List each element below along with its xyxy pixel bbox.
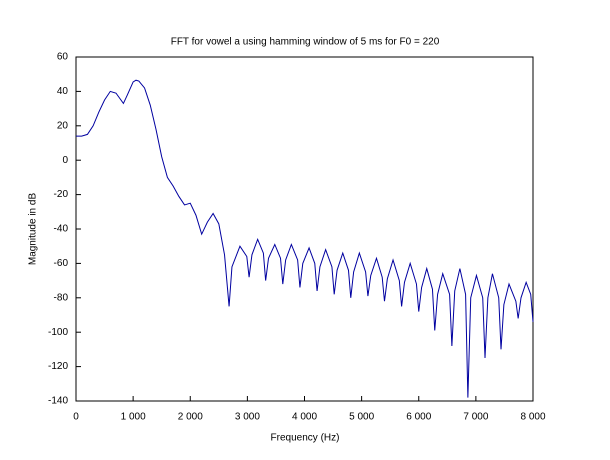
x-tick-label: 6 000 [406, 412, 431, 423]
y-tick-label: -100 [48, 327, 68, 338]
x-tick-label: 4 000 [292, 412, 317, 423]
y-tick-label: -120 [48, 361, 68, 372]
y-tick-label: -20 [54, 189, 69, 200]
y-tick-label: -60 [54, 258, 69, 269]
x-tick-label: 1 000 [121, 412, 146, 423]
x-tick-label: 7 000 [463, 412, 488, 423]
y-tick-label: -140 [48, 396, 68, 407]
y-tick-label: 60 [57, 52, 69, 63]
y-axis-label: Magnitude in dB [28, 193, 39, 266]
y-tick-label: -40 [54, 224, 69, 235]
x-tick-label: 8 000 [520, 412, 545, 423]
x-tick-label: 5 000 [349, 412, 374, 423]
chart-title: FFT for vowel a using hamming window of … [171, 37, 440, 48]
y-tick-label: -80 [54, 292, 69, 303]
y-tick-label: 0 [62, 155, 68, 166]
y-tick-label: 20 [57, 120, 69, 131]
y-tick-label: 40 [57, 86, 69, 97]
data-line [76, 79, 534, 398]
x-tick-label: 0 [73, 412, 79, 423]
x-tick-label: 3 000 [235, 412, 260, 423]
x-axis-label: Frequency (Hz) [271, 433, 340, 444]
x-tick-label: 2 000 [178, 412, 203, 423]
